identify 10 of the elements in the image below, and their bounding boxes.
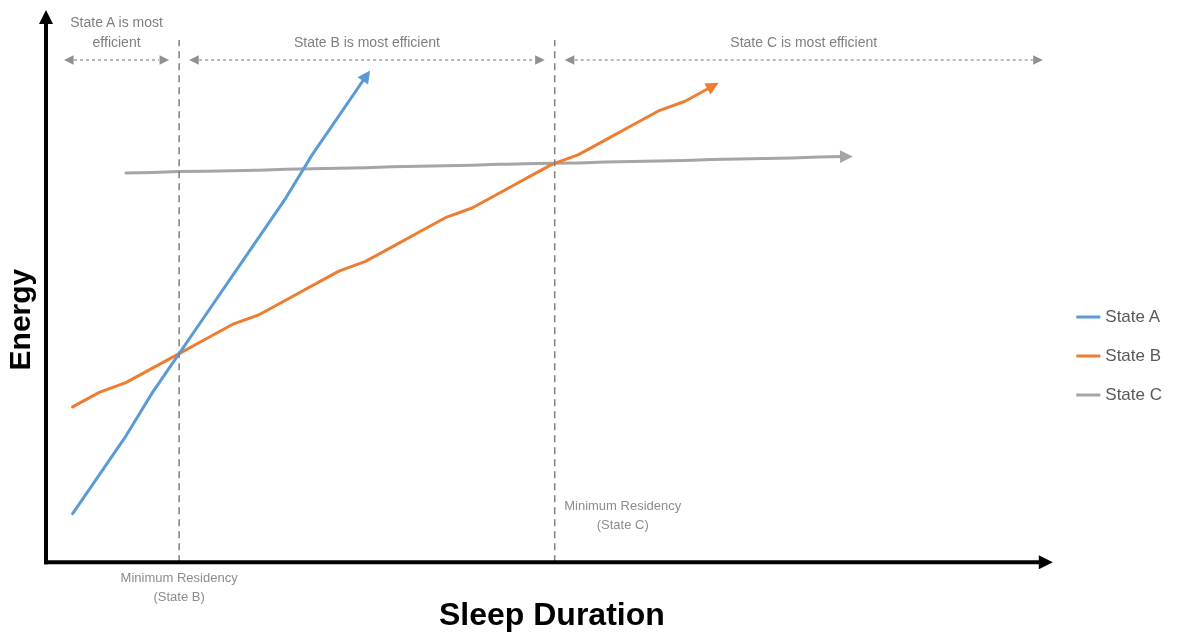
annotation: Minimum Residency (State C) xyxy=(564,498,682,533)
x-axis-title: Sleep Duration xyxy=(439,595,665,632)
y-axis-title: Energy xyxy=(3,268,37,371)
text: Minimum Residency (State B) xyxy=(120,570,239,605)
text: State A is most efficient xyxy=(70,14,163,50)
legend-label: State B xyxy=(1105,345,1162,365)
legend-label: State C xyxy=(1105,384,1163,404)
text: State C is most efficient xyxy=(730,34,878,50)
text: State B is most efficient xyxy=(293,34,441,50)
legend-label: State A xyxy=(1105,306,1161,326)
